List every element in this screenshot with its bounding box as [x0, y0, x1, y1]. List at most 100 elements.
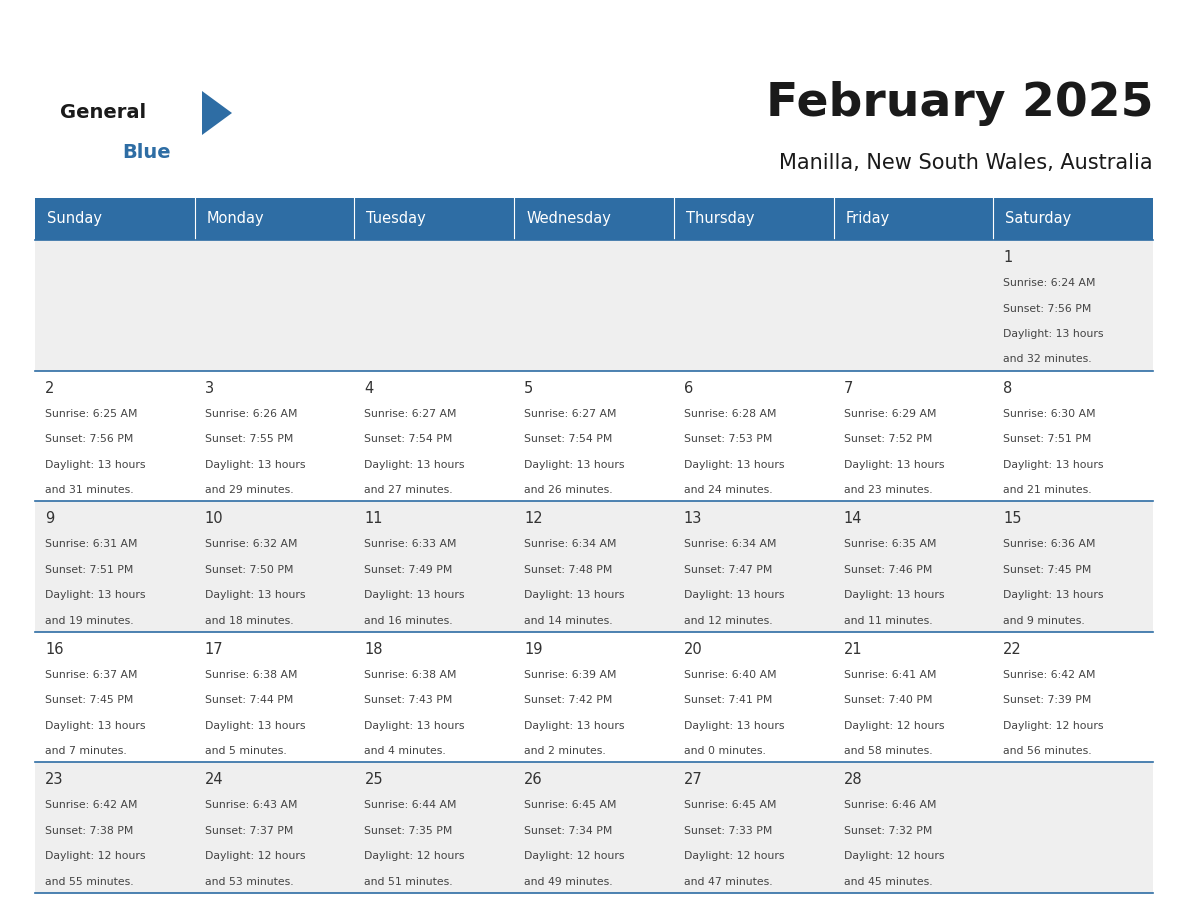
Text: and 23 minutes.: and 23 minutes.: [843, 485, 933, 495]
Text: Daylight: 13 hours: Daylight: 13 hours: [684, 721, 784, 731]
Text: Sunrise: 6:26 AM: Sunrise: 6:26 AM: [204, 409, 297, 419]
Bar: [993, 501, 1154, 632]
Bar: [514, 198, 674, 240]
Text: 11: 11: [365, 511, 383, 526]
Bar: [514, 632, 674, 763]
Text: Sunrise: 6:29 AM: Sunrise: 6:29 AM: [843, 409, 936, 419]
Text: Sunset: 7:45 PM: Sunset: 7:45 PM: [45, 695, 133, 705]
Text: Daylight: 13 hours: Daylight: 13 hours: [684, 460, 784, 470]
Text: Sunset: 7:42 PM: Sunset: 7:42 PM: [524, 695, 613, 705]
Text: Daylight: 13 hours: Daylight: 13 hours: [45, 721, 145, 731]
Bar: [674, 763, 834, 893]
Bar: [834, 198, 993, 240]
Bar: [34, 198, 195, 240]
Bar: [674, 198, 834, 240]
Text: Sunset: 7:34 PM: Sunset: 7:34 PM: [524, 826, 613, 836]
Text: Sunset: 7:53 PM: Sunset: 7:53 PM: [684, 434, 772, 444]
Bar: [195, 632, 354, 763]
Text: 20: 20: [684, 642, 702, 656]
Text: Sunrise: 6:42 AM: Sunrise: 6:42 AM: [45, 800, 138, 811]
Bar: [674, 240, 834, 371]
Text: Sunrise: 6:30 AM: Sunrise: 6:30 AM: [1004, 409, 1095, 419]
Text: and 2 minutes.: and 2 minutes.: [524, 746, 606, 756]
Bar: [34, 632, 195, 763]
Text: 8: 8: [1004, 381, 1012, 396]
Bar: [993, 763, 1154, 893]
Text: 6: 6: [684, 381, 693, 396]
Text: 12: 12: [524, 511, 543, 526]
Text: Tuesday: Tuesday: [366, 211, 426, 227]
Text: Sunrise: 6:46 AM: Sunrise: 6:46 AM: [843, 800, 936, 811]
Text: Daylight: 12 hours: Daylight: 12 hours: [684, 851, 784, 861]
Text: Sunrise: 6:45 AM: Sunrise: 6:45 AM: [524, 800, 617, 811]
Text: and 24 minutes.: and 24 minutes.: [684, 485, 772, 495]
Text: Sunset: 7:33 PM: Sunset: 7:33 PM: [684, 826, 772, 836]
Text: Daylight: 13 hours: Daylight: 13 hours: [843, 590, 944, 600]
Text: Daylight: 13 hours: Daylight: 13 hours: [365, 460, 465, 470]
Text: and 7 minutes.: and 7 minutes.: [45, 746, 127, 756]
Text: and 16 minutes.: and 16 minutes.: [365, 616, 453, 626]
Text: and 14 minutes.: and 14 minutes.: [524, 616, 613, 626]
Text: and 12 minutes.: and 12 minutes.: [684, 616, 772, 626]
Text: Sunset: 7:39 PM: Sunset: 7:39 PM: [1004, 695, 1092, 705]
Text: Sunset: 7:50 PM: Sunset: 7:50 PM: [204, 565, 293, 575]
Bar: [514, 763, 674, 893]
Text: and 31 minutes.: and 31 minutes.: [45, 485, 133, 495]
Text: Daylight: 13 hours: Daylight: 13 hours: [684, 590, 784, 600]
Text: Sunrise: 6:34 AM: Sunrise: 6:34 AM: [684, 539, 776, 549]
Text: Sunset: 7:41 PM: Sunset: 7:41 PM: [684, 695, 772, 705]
Text: 10: 10: [204, 511, 223, 526]
Text: Sunset: 7:38 PM: Sunset: 7:38 PM: [45, 826, 133, 836]
Text: Sunset: 7:37 PM: Sunset: 7:37 PM: [204, 826, 293, 836]
Text: Sunset: 7:32 PM: Sunset: 7:32 PM: [843, 826, 931, 836]
Text: 27: 27: [684, 772, 702, 788]
Bar: [354, 371, 514, 501]
Text: 7: 7: [843, 381, 853, 396]
Text: Sunset: 7:43 PM: Sunset: 7:43 PM: [365, 695, 453, 705]
Text: and 45 minutes.: and 45 minutes.: [843, 877, 933, 887]
Text: Sunset: 7:49 PM: Sunset: 7:49 PM: [365, 565, 453, 575]
Text: and 47 minutes.: and 47 minutes.: [684, 877, 772, 887]
Text: Daylight: 13 hours: Daylight: 13 hours: [204, 721, 305, 731]
Text: Daylight: 13 hours: Daylight: 13 hours: [524, 460, 625, 470]
Text: Daylight: 13 hours: Daylight: 13 hours: [524, 590, 625, 600]
Text: Sunrise: 6:33 AM: Sunrise: 6:33 AM: [365, 539, 457, 549]
Text: Sunset: 7:47 PM: Sunset: 7:47 PM: [684, 565, 772, 575]
Text: Sunset: 7:44 PM: Sunset: 7:44 PM: [204, 695, 293, 705]
Bar: [354, 763, 514, 893]
Bar: [354, 501, 514, 632]
Text: Daylight: 12 hours: Daylight: 12 hours: [45, 851, 145, 861]
Text: Sunset: 7:46 PM: Sunset: 7:46 PM: [843, 565, 931, 575]
Text: 15: 15: [1004, 511, 1022, 526]
Bar: [354, 240, 514, 371]
Bar: [34, 501, 195, 632]
Text: Daylight: 13 hours: Daylight: 13 hours: [1004, 460, 1104, 470]
Bar: [514, 240, 674, 371]
Text: Sunset: 7:40 PM: Sunset: 7:40 PM: [843, 695, 933, 705]
Text: and 21 minutes.: and 21 minutes.: [1004, 485, 1092, 495]
Text: Daylight: 13 hours: Daylight: 13 hours: [1004, 590, 1104, 600]
Text: and 27 minutes.: and 27 minutes.: [365, 485, 453, 495]
Text: and 56 minutes.: and 56 minutes.: [1004, 746, 1092, 756]
Text: Sunrise: 6:43 AM: Sunrise: 6:43 AM: [204, 800, 297, 811]
Text: Sunset: 7:45 PM: Sunset: 7:45 PM: [1004, 565, 1092, 575]
Text: Sunrise: 6:36 AM: Sunrise: 6:36 AM: [1004, 539, 1095, 549]
Text: 5: 5: [524, 381, 533, 396]
Text: 1: 1: [1004, 250, 1012, 265]
Text: and 26 minutes.: and 26 minutes.: [524, 485, 613, 495]
Text: 18: 18: [365, 642, 383, 656]
Text: Sunset: 7:48 PM: Sunset: 7:48 PM: [524, 565, 613, 575]
Text: Sunrise: 6:44 AM: Sunrise: 6:44 AM: [365, 800, 457, 811]
Bar: [34, 240, 195, 371]
Bar: [993, 632, 1154, 763]
Text: Sunrise: 6:31 AM: Sunrise: 6:31 AM: [45, 539, 138, 549]
Text: Sunrise: 6:45 AM: Sunrise: 6:45 AM: [684, 800, 776, 811]
Text: 4: 4: [365, 381, 374, 396]
Text: Sunrise: 6:35 AM: Sunrise: 6:35 AM: [843, 539, 936, 549]
Text: Daylight: 13 hours: Daylight: 13 hours: [524, 721, 625, 731]
Text: Daylight: 13 hours: Daylight: 13 hours: [365, 721, 465, 731]
Bar: [834, 371, 993, 501]
Text: and 9 minutes.: and 9 minutes.: [1004, 616, 1085, 626]
Text: 21: 21: [843, 642, 862, 656]
Text: Daylight: 13 hours: Daylight: 13 hours: [365, 590, 465, 600]
